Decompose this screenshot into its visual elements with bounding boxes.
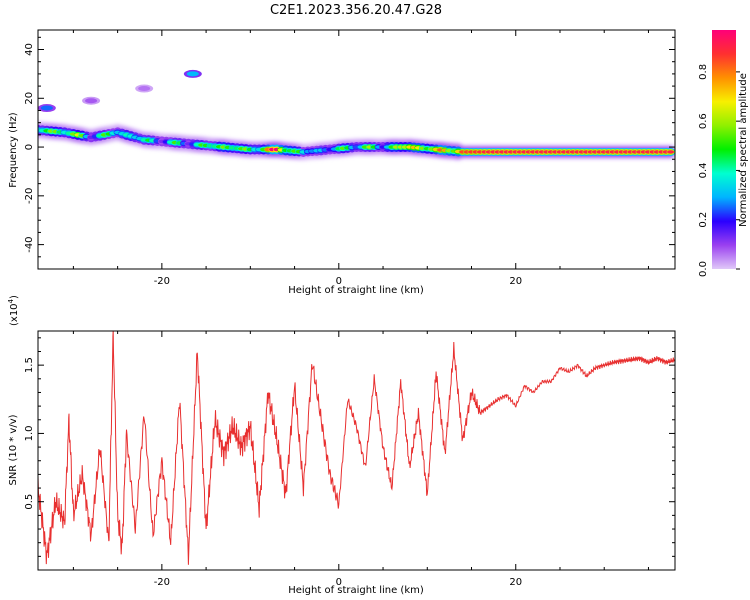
- heatmap-frame: [37, 29, 676, 270]
- heatmap-blob-core: [186, 71, 199, 77]
- snr-x-axis-label: Height of straight line (km): [288, 585, 424, 596]
- heatmap-y-axis-label: Frequency (Hz): [8, 112, 19, 188]
- snr-frame: [37, 330, 676, 571]
- heatmap-x-ticks: -20 0 20: [72, 30, 649, 287]
- y-tick-label: -40: [24, 236, 35, 252]
- heatmap-marks: [38, 69, 675, 160]
- y-tick-label: 1.0: [24, 425, 35, 441]
- x-tick-label: 0: [336, 577, 342, 588]
- y-tick-label: 0.5: [24, 494, 35, 510]
- y-tick-label: -20: [24, 188, 35, 204]
- snr-x-ticks: -20 0 20: [72, 331, 649, 588]
- heatmap-x-axis-label: Height of straight line (km): [288, 285, 424, 296]
- heatmap-blob: [82, 96, 101, 105]
- snr-series-line: [38, 331, 675, 565]
- colorbar-scale: [712, 30, 736, 269]
- colorbar-tick-label: 0.8: [698, 64, 709, 80]
- heatmap-blob: [135, 84, 154, 93]
- y-tick-label: 40: [24, 43, 35, 56]
- snr-y-axis-label: SNR (10 * v/v): [8, 414, 19, 485]
- colorbar-label: Normalized spectral amplitude: [738, 73, 749, 227]
- colorbar-tick-label: 0.6: [698, 113, 709, 129]
- heatmap-blob-core: [138, 86, 151, 92]
- heatmap-ridge: [38, 124, 675, 157]
- heatmap-plot: -20 0 20 -40 -20 0 20 40 Height of straight li…: [8, 29, 676, 296]
- x-tick-label: -20: [154, 577, 170, 588]
- heatmap-blob: [38, 104, 56, 113]
- snr-y-ticks: 0.5 1.0 1.5: [24, 337, 675, 571]
- x-tick-label: -20: [154, 276, 170, 287]
- heatmap-y-ticks: -40 -20 0 20 40: [24, 36, 675, 270]
- colorbar-tick-label: 0.2: [698, 212, 709, 228]
- heatmap-blob-core: [40, 105, 53, 111]
- y-tick-label: 20: [24, 92, 35, 105]
- heatmap-blob: [183, 69, 202, 78]
- colorbar-ticks: 0.0 0.2 0.4 0.6 0.8: [698, 64, 740, 277]
- colorbar-tick-label: 0.0: [698, 261, 709, 277]
- x-tick-label: 20: [509, 577, 522, 588]
- heatmap-blob-core: [85, 98, 98, 104]
- y-tick-label: 0: [24, 144, 35, 150]
- colorbar: 0.0 0.2 0.4 0.6 0.8 Normalized spectral ampl…: [698, 30, 749, 277]
- snr-plot: -20 0 20 0.5 1.0 1.5 Height of straight line…: [7, 295, 676, 596]
- x-tick-label: 0: [336, 276, 342, 287]
- snr-scale-note: (x104): [7, 295, 20, 326]
- figure-title: C2E1.2023.356.20.47.G28: [270, 3, 442, 18]
- x-tick-label: 20: [509, 276, 522, 287]
- y-tick-label: 1.5: [24, 357, 35, 373]
- heatmap-cell-core: [667, 150, 675, 154]
- colorbar-tick-label: 0.4: [698, 162, 709, 178]
